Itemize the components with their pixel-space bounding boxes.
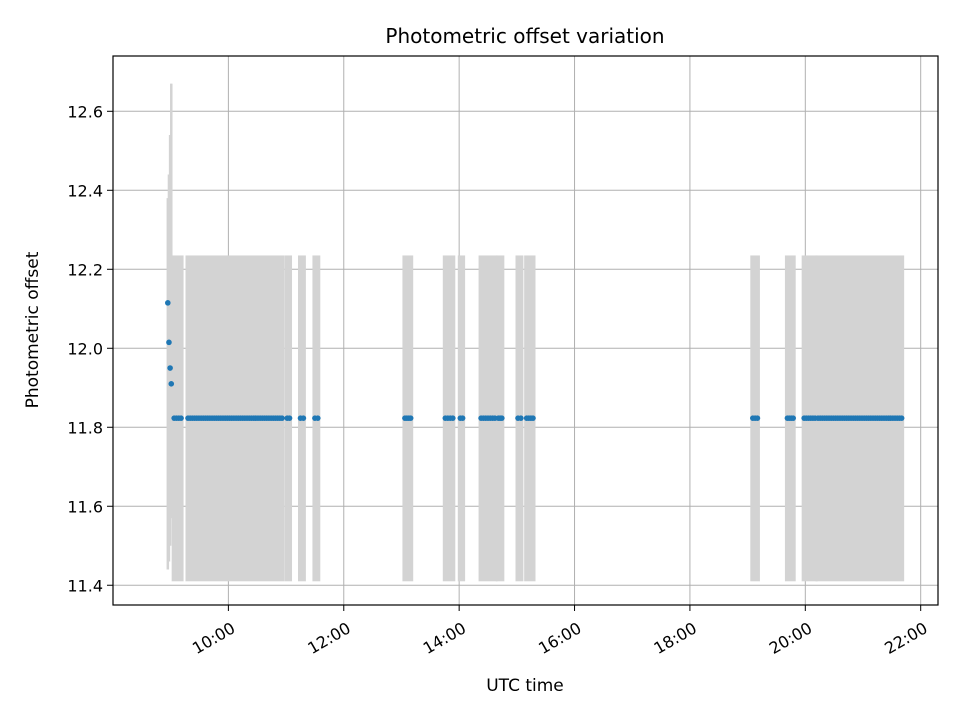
- x-axis-label: UTC time: [486, 676, 564, 696]
- plot-frame: [112, 55, 939, 606]
- data-point: [530, 415, 536, 421]
- y-axis-label: Photometric offset: [23, 251, 43, 408]
- chart-title: Photometric offset variation: [385, 24, 664, 48]
- data-point: [286, 415, 293, 421]
- data-point: [167, 365, 173, 371]
- y-tick-label: 12.6: [67, 102, 103, 121]
- data-point: [300, 415, 307, 421]
- data-point: [178, 415, 184, 421]
- data-point: [166, 339, 172, 346]
- data-points: [165, 300, 905, 421]
- data-point: [518, 415, 524, 421]
- y-tick-label: 12.4: [67, 181, 103, 200]
- y-tick-label: 11.8: [67, 418, 103, 437]
- data-point: [754, 415, 761, 421]
- y-tick-label: 11.6: [67, 497, 103, 516]
- y-tick-label: 12.0: [67, 339, 103, 358]
- data-point: [790, 415, 796, 421]
- data-point: [168, 381, 175, 387]
- data-point: [450, 415, 456, 421]
- data-point: [165, 300, 171, 306]
- data-point: [898, 415, 905, 421]
- data-point: [279, 415, 285, 421]
- y-axis-ticks: 11.4 11.6 11.8 12.0 12.2 12.4 12.6: [67, 102, 113, 595]
- data-point: [459, 415, 466, 421]
- y-tick-label: 11.4: [67, 576, 103, 595]
- data-point: [499, 415, 505, 421]
- data-point: [407, 415, 414, 421]
- data-point: [315, 415, 321, 421]
- y-tick-label: 12.2: [67, 260, 103, 279]
